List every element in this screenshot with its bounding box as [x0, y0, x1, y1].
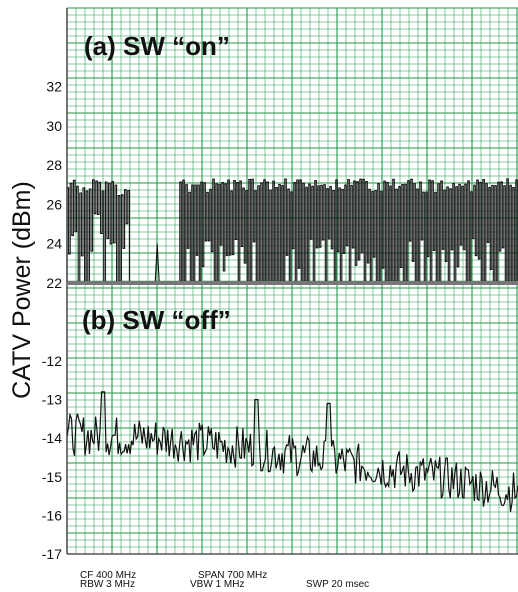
traces	[66, 178, 518, 512]
y-axis-label: CATV Power (dBm)	[8, 181, 36, 399]
footer-span: SPAN 700 MHz	[198, 570, 268, 581]
panel-b-tick-label: -13	[42, 392, 62, 408]
panel-a-trace	[66, 178, 518, 284]
footer-vbw: VBW 1 MHz	[190, 579, 245, 590]
panel-a-tick-label: 32	[46, 79, 62, 95]
panel-b-label: (b) SW “off”	[82, 305, 231, 335]
panel-b-tick-label: -14	[42, 430, 62, 446]
panel-a-tick-label: 30	[46, 118, 62, 134]
panel-b-tick-label: -16	[42, 507, 62, 523]
panel-b-tick-label: -15	[42, 469, 62, 485]
panel-b-tick-label: -12	[42, 353, 62, 369]
panel-a-tick-label: 24	[46, 236, 62, 252]
panel-b-tick-label: -17	[42, 546, 62, 562]
panel-a-tick-label: 26	[46, 196, 62, 212]
panel-a-label: (a) SW “on”	[84, 31, 230, 61]
panel-a-tick-label: 28	[46, 157, 62, 173]
axes: 22 24 26 28 30 32 -17 -16 -15 -14 -13 -12	[42, 8, 518, 562]
panel-a-tick-label: 22	[46, 275, 62, 291]
footer-cf: CF 400 MHz	[80, 570, 137, 581]
footer-swp: SWP 20 msec	[306, 579, 370, 590]
panel-b-trace	[66, 391, 518, 512]
footer-rbw: RBW 3 MHz	[80, 579, 135, 590]
